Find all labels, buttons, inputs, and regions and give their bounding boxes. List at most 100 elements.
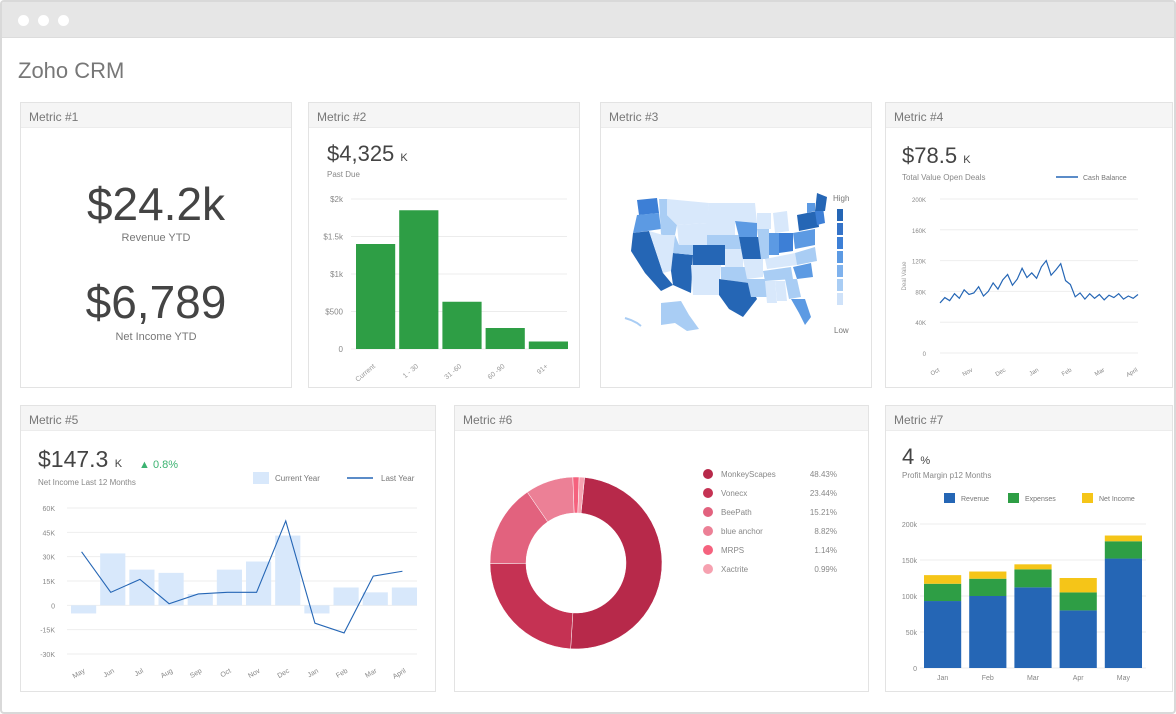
- y-tick-label: 40K: [915, 321, 926, 327]
- legend-dot-icon: [703, 507, 713, 517]
- x-tick-label: Dec: [276, 667, 291, 680]
- x-tick-label: Dec: [995, 368, 1007, 379]
- map-legend-step: [837, 209, 843, 221]
- map-legend-step: [837, 223, 843, 235]
- y-tick-label: -30K: [40, 652, 55, 659]
- stacked-bar-segment: [1059, 592, 1097, 611]
- legend-label: BeePath: [721, 508, 752, 517]
- legend-swatch-icon: [944, 493, 955, 503]
- stacked-bar-segment: [1104, 558, 1142, 668]
- x-tick-label: 60 -90: [487, 363, 507, 381]
- legend-dot-icon: [703, 488, 713, 498]
- share-donut-chart: MonkeyScapes 48.43% Vonecx 23.44% BeePath 15.…: [489, 469, 837, 650]
- x-tick-label: Oct: [930, 367, 941, 377]
- y-tick-label: 100k: [902, 594, 918, 601]
- net-income-value: $6,789: [85, 276, 227, 328]
- card-header: Metric #6: [455, 406, 868, 431]
- profit-margin-amount: 4: [902, 444, 915, 469]
- metric-2-card[interactable]: Metric #2 $4,325 K Past Due $2k $1.5k $1k $…: [308, 102, 580, 388]
- past-due-amount: $4,325: [327, 141, 395, 166]
- net-income-label: Net Income YTD: [115, 331, 197, 343]
- stacked-bar-segment: [1104, 535, 1142, 542]
- legend-swatch-icon: [253, 472, 269, 484]
- map-legend-step: [837, 265, 843, 277]
- stacked-bar-segment: [924, 575, 962, 584]
- app-title: Zoho CRM: [18, 58, 125, 83]
- card-header: Metric #5: [21, 406, 435, 431]
- x-tick-label: Apr: [1073, 675, 1085, 682]
- stacked-bar-segment: [924, 583, 962, 602]
- x-tick-label: Jul: [134, 667, 146, 678]
- bar: [391, 587, 417, 606]
- net-income-12m-label: Net Income Last 12 Months: [38, 478, 136, 487]
- bar: [356, 244, 396, 349]
- y-tick-label: 200K: [912, 198, 926, 204]
- window-titlebar: [2, 2, 1174, 38]
- x-tick-label: Mar: [1027, 675, 1040, 682]
- stacked-bar-segment: [969, 578, 1007, 596]
- metric-7-card[interactable]: Metric #7 4 % Profit Margin p12 Months 2…: [885, 405, 1173, 692]
- y-tick-label: 160K: [912, 229, 926, 235]
- stacked-bar-segment: [1059, 610, 1097, 668]
- bar: [275, 535, 301, 606]
- map-legend-step: [837, 279, 843, 291]
- y-tick-label: 60K: [43, 506, 56, 513]
- net-income-12m-amount: $147.3: [38, 446, 109, 472]
- legend-label: MRPS: [721, 546, 744, 555]
- x-tick-label: Nov: [247, 667, 262, 680]
- x-tick-label: Jan: [937, 675, 948, 682]
- legend-label: Revenue: [961, 496, 989, 503]
- metric-3-card[interactable]: Metric #3: [600, 102, 872, 388]
- bar: [129, 569, 155, 606]
- x-tick-label: May: [72, 667, 87, 680]
- profit-margin-value: 4 %: [902, 444, 930, 470]
- open-deals-amount: $78.5: [902, 143, 958, 168]
- metric-4-card[interactable]: Metric #4 $78.5 K Total Value Open Deals…: [885, 102, 1173, 388]
- net-income-chart: 60K 45K 30K 15K 0 -15K -30K May Jun Jul Aug Sep Oct N…: [40, 472, 417, 681]
- donut-slice: [577, 476, 585, 514]
- us-map[interactable]: High Low: [601, 103, 873, 389]
- donut-slice: [489, 563, 574, 650]
- past-due-value: $4,325 K: [327, 141, 408, 167]
- open-deals-value: $78.5 K: [902, 143, 971, 169]
- legend-label: Current Year: [275, 474, 320, 483]
- open-deals-unit: K: [963, 154, 971, 166]
- legend-dot-icon: [703, 469, 713, 479]
- y-tick-label: 0: [913, 666, 917, 673]
- metric-1-card[interactable]: Metric #1 $24.2k Revenue YTD $6,789 Net …: [20, 102, 292, 388]
- legend-label: Cash Balance: [1083, 175, 1127, 182]
- stacked-bar-segment: [1014, 564, 1052, 570]
- y-tick-label: $1k: [330, 270, 344, 279]
- metric-6-card[interactable]: Metric #6 MonkeyScapes 48.43% Vonecx 23.44%…: [454, 405, 869, 692]
- x-tick-label: Sep: [189, 668, 203, 680]
- legend-label: Last Year: [381, 474, 415, 483]
- net-income-12m-value: $147.3 K: [38, 446, 122, 473]
- revenue-label: Revenue YTD: [121, 232, 191, 244]
- stacked-bar-segment: [969, 571, 1007, 579]
- x-tick-label: Feb: [335, 668, 349, 680]
- x-tick-label: Mar: [364, 667, 379, 679]
- window-dot-icon[interactable]: [58, 15, 69, 26]
- y-tick-label: $500: [325, 308, 343, 317]
- y-tick-label: 150k: [902, 558, 918, 565]
- legend-swatch-icon: [1008, 493, 1019, 503]
- map-legend-low: Low: [834, 326, 849, 335]
- bar: [362, 592, 388, 606]
- legend-label: MonkeyScapes: [721, 470, 776, 479]
- legend-value: 15.21%: [810, 508, 837, 517]
- window-dot-icon[interactable]: [38, 15, 49, 26]
- y-tick-label: 15K: [43, 579, 56, 586]
- legend-value: 8.82%: [814, 527, 837, 536]
- window-dot-icon[interactable]: [18, 15, 29, 26]
- bar: [187, 593, 213, 606]
- y-tick-label: -15K: [40, 628, 55, 635]
- y-tick-label: 0: [923, 352, 927, 358]
- y-tick-label: 120K: [912, 260, 926, 266]
- bar: [442, 301, 482, 349]
- x-tick-label: Nov: [962, 368, 974, 379]
- legend-value: 1.14%: [814, 546, 837, 555]
- map-legend-step: [837, 251, 843, 263]
- metric-5-card[interactable]: Metric #5 $147.3 K ▲ 0.8% Net Income Las…: [20, 405, 436, 692]
- stacked-bar-segment: [1014, 587, 1052, 668]
